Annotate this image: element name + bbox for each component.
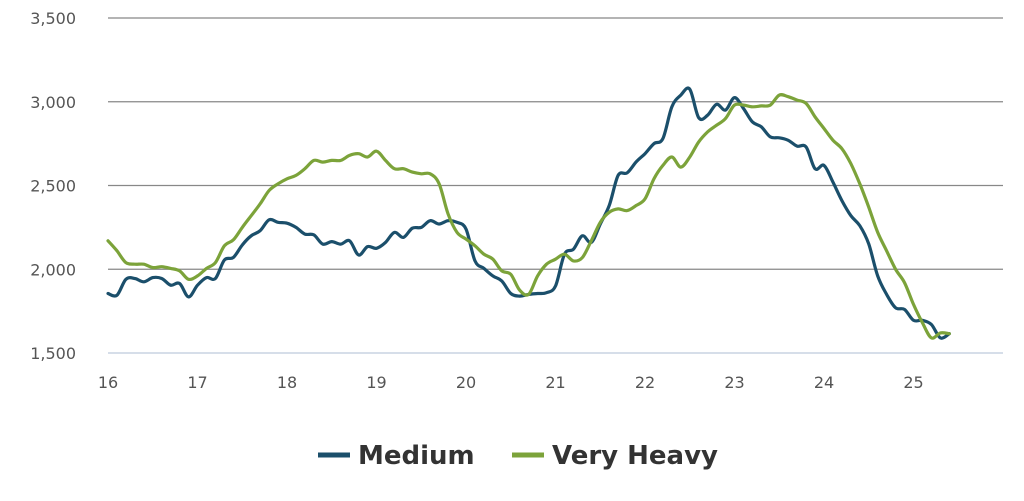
x-tick-label: 19 <box>366 373 386 392</box>
legend-label-very-heavy: Very Heavy <box>552 441 718 471</box>
x-tick-label: 22 <box>635 373 655 392</box>
y-tick-label: 3,000 <box>30 93 76 112</box>
x-tick-label: 23 <box>724 373 744 392</box>
y-tick-label: 3,500 <box>30 9 76 28</box>
y-axis: 1,500 2,000 2,500 3,000 3,500 <box>30 9 76 363</box>
x-tick-label: 17 <box>187 373 207 392</box>
x-tick-label: 18 <box>277 373 297 392</box>
x-tick-label: 25 <box>903 373 923 392</box>
x-axis: 16 17 18 19 20 21 22 23 24 25 <box>98 373 924 392</box>
x-tick-label: 24 <box>814 373 834 392</box>
y-tick-label: 2,500 <box>30 177 76 196</box>
gridlines <box>108 17 1003 354</box>
y-tick-label: 1,500 <box>30 344 76 363</box>
legend: Medium Very Heavy <box>318 441 718 471</box>
x-tick-label: 21 <box>545 373 565 392</box>
series-line-very-heavy <box>106 93 951 340</box>
legend-label-medium: Medium <box>358 441 475 471</box>
series-layer <box>106 86 951 340</box>
x-tick-label: 20 <box>456 373 476 392</box>
y-tick-label: 2,000 <box>30 260 76 279</box>
x-tick-label: 16 <box>98 373 118 392</box>
